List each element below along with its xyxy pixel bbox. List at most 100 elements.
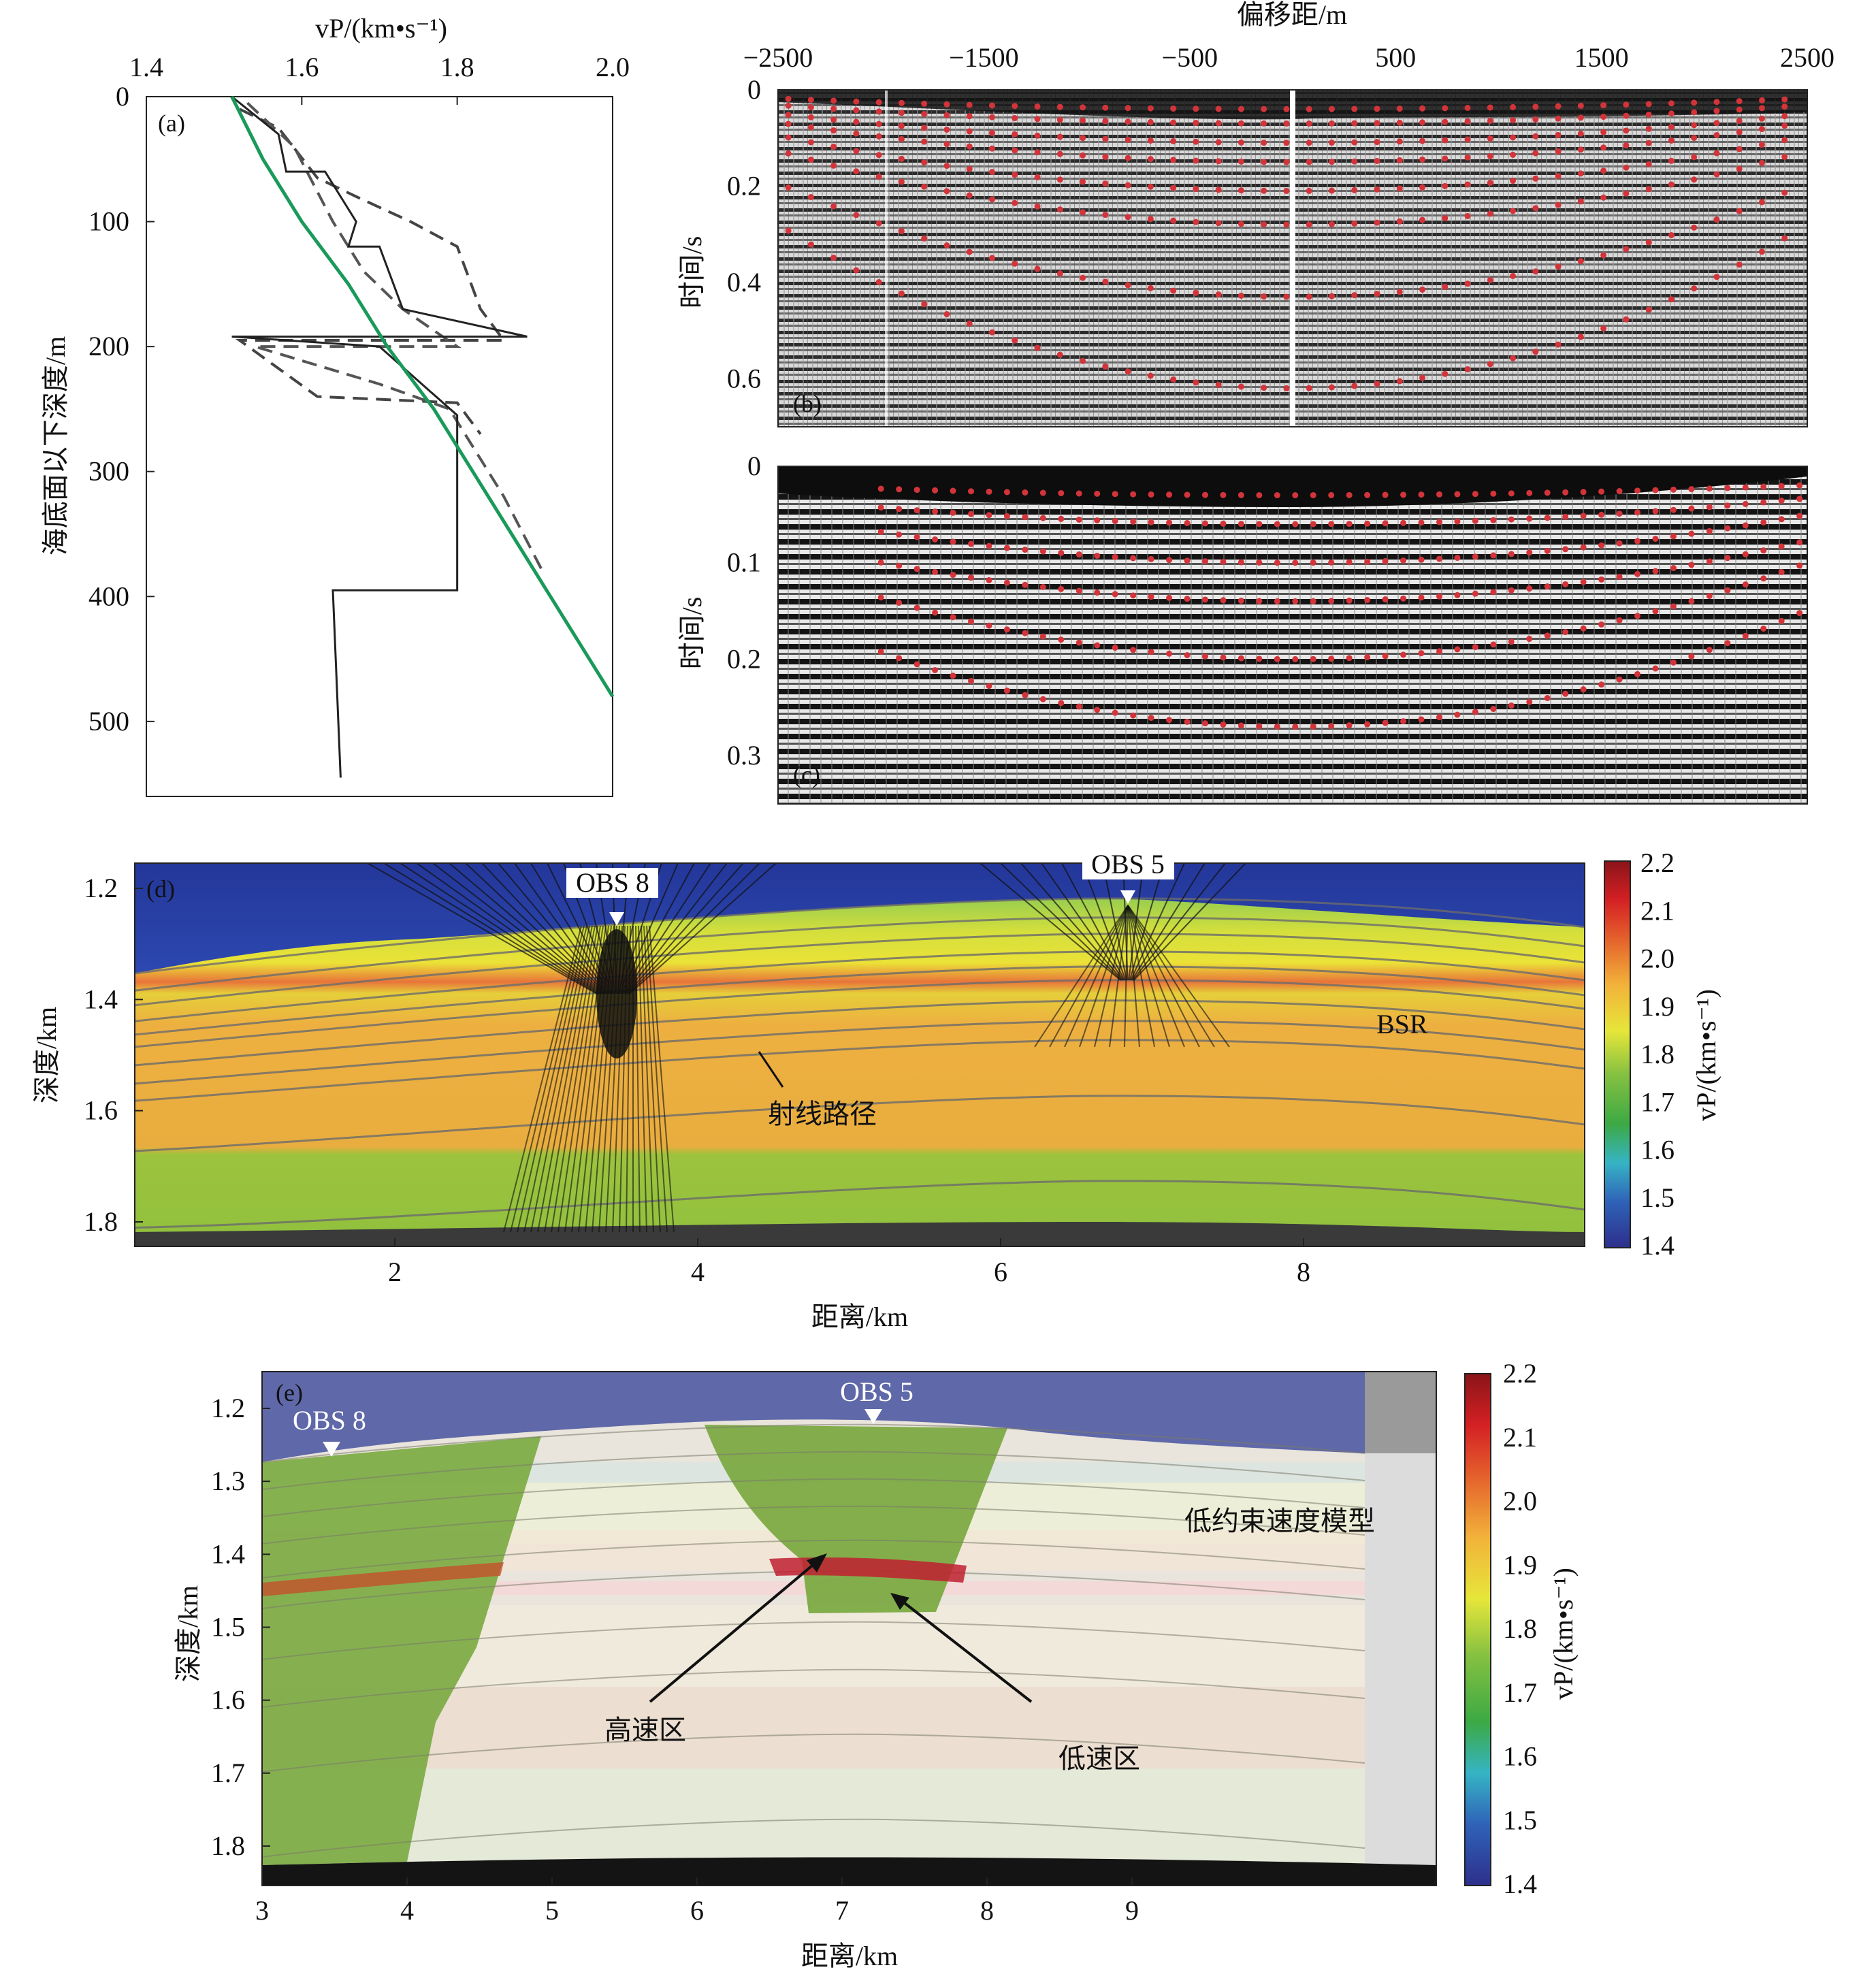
panel-b-pick-point [830, 203, 837, 210]
panel-c-pick-point [1328, 559, 1335, 566]
panel-a-curves [230, 95, 615, 778]
panel-b-pick-point [1419, 156, 1426, 163]
panel-b-pick-point [1283, 293, 1290, 300]
panel-c-pick-point [896, 531, 903, 538]
panel-c-pick-point [1382, 520, 1389, 527]
panel-d-layer-boundary [134, 1020, 1585, 1085]
panel-c-pick-point [1778, 543, 1785, 550]
panel-b-pick-point [1532, 150, 1539, 157]
panel-d-ray [400, 862, 600, 995]
panel-b-pick-point [966, 113, 973, 120]
panel-b-pick-point [1193, 120, 1199, 127]
panel-c-pick-point [1760, 483, 1767, 490]
panel-c-pick-point [1346, 655, 1353, 662]
panel-b-pick-point [966, 192, 973, 199]
panel-b-pick-point [1668, 296, 1675, 303]
panel-c-pick-point [1328, 521, 1335, 528]
panel-d-xtick-label: 8 [1297, 1257, 1310, 1287]
panel-b-pick-point [1193, 157, 1199, 164]
panel-b-pick-point [1215, 106, 1222, 112]
panel-b-pick-point [1215, 220, 1222, 227]
panel-b-pick-point [1102, 363, 1109, 370]
panel-c-pick-point [1058, 585, 1065, 592]
panel-b-pick-point [1600, 114, 1607, 120]
panel-c-pick-point [1724, 587, 1731, 594]
panel-c-pick-point [1616, 617, 1623, 624]
panel-b-pick-point [1577, 146, 1584, 153]
panel-b-pick-point [1464, 154, 1471, 161]
panel-b-pick-point [1328, 159, 1335, 165]
panel-c-pick-point [1382, 653, 1389, 660]
panel-b-pick-point [1419, 184, 1426, 191]
panel-c-pick-point [1508, 587, 1515, 594]
panel-b-pick-point [1600, 167, 1607, 174]
panel-c-pick-point [1598, 576, 1605, 583]
panel-c-pick-point [1112, 517, 1118, 524]
panel-b-pick-point [1758, 159, 1765, 166]
panel-b-tag: (b) [793, 390, 822, 417]
panel-e-faded-band [262, 1768, 1365, 1864]
panel-b-pick-point [943, 188, 950, 195]
panel-b-pick-point [1238, 221, 1244, 227]
panel-b-pick-point [1577, 130, 1584, 137]
panel-a-dashed-profile-2 [246, 101, 545, 572]
panel-c-pick-point [1742, 484, 1749, 491]
panel-b-pick-point [1713, 99, 1720, 106]
panel-b-pick-point [921, 125, 928, 131]
panel-c-pick-point [1436, 593, 1442, 600]
panel-d-ray [523, 925, 590, 1233]
panel-c-pick-point [1201, 720, 1208, 727]
panel-d-layer-boundary [134, 1180, 1585, 1229]
panel-c-pick-point [1688, 562, 1695, 568]
panel-b-pick-point [1374, 158, 1380, 165]
panel-b-pick-point [1102, 180, 1109, 187]
panel-b-pick-point [1464, 181, 1471, 188]
panel-c-pick-point [1796, 482, 1803, 489]
panel-c-pick-point [1454, 554, 1461, 561]
panel-c-pick-point [1166, 594, 1173, 601]
panel-c-pick-point [1490, 589, 1497, 596]
panel-b-pick-point [785, 120, 792, 127]
panel-b-pick-point [1374, 291, 1380, 297]
panel-b-pick-point [875, 152, 882, 159]
panel-d-ray [1000, 862, 1122, 981]
panel-b-pick-point [1056, 176, 1063, 183]
panel-b-pick-point [1691, 99, 1698, 106]
panel-b-pick-point [785, 134, 792, 141]
panel-b-pick-point [1713, 216, 1720, 223]
panel-b-pick-point [921, 138, 928, 145]
panel-b-pick-point [875, 220, 882, 227]
panel-c-pick-point [1688, 505, 1695, 512]
panel-b-pick-point [1261, 221, 1267, 228]
panel-b-pick-point [1374, 106, 1380, 112]
panel-c-pick-point [1382, 491, 1389, 498]
panel-b-pick-point [1056, 133, 1063, 140]
panel-b-pick-point [1510, 103, 1517, 110]
panel-b-pick-point [1283, 221, 1290, 228]
panel-d-xtick-label: 6 [994, 1257, 1007, 1287]
panel-c-pick-point [1112, 645, 1118, 651]
panel-b-pick-point [966, 165, 973, 172]
panel-d-colorbar-tick-label: 2.2 [1640, 847, 1675, 878]
panel-d-ray [481, 862, 607, 995]
panel-b-pick-point [807, 124, 814, 131]
panel-c-pick-point [950, 538, 956, 545]
panel-b-pick-point [966, 320, 973, 327]
panel-c-pick-point [1652, 568, 1659, 575]
panel-c-pick-point [1148, 594, 1154, 600]
panel-d-layer-boundary [134, 965, 1585, 1036]
panel-b-pick-point [1668, 124, 1675, 131]
panel-b-ytick-label: 0.4 [727, 267, 761, 297]
panel-e-layer-boundary [261, 1478, 1365, 1517]
panel-c-pick-point [932, 487, 939, 494]
panel-c-pick-point [1616, 511, 1623, 517]
panel-b-pick-point [1351, 292, 1358, 299]
panel-b-pick-point [1758, 115, 1765, 122]
panel-c-pick-point [1670, 533, 1677, 540]
panel-e-colorbar-title: vP/(km•s⁻¹) [1548, 1568, 1579, 1700]
panel-b-pick-point [1193, 138, 1199, 145]
panel-c-pick-point [1760, 519, 1767, 526]
panel-b-pick-point [1781, 137, 1788, 144]
panel-c-pick-point [1274, 492, 1280, 499]
panel-e-ytick-label: 1.3 [211, 1466, 245, 1496]
